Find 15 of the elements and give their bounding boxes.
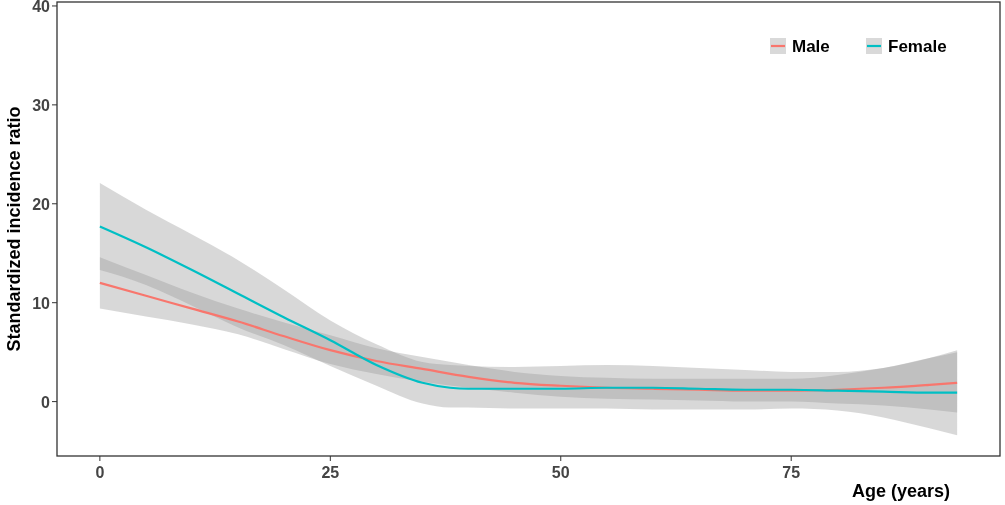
x-tick-label: 75 bbox=[782, 464, 801, 481]
y-tick-label: 20 bbox=[32, 195, 51, 213]
x-tick-label: 50 bbox=[551, 464, 570, 481]
x-tick-label: 0 bbox=[95, 464, 105, 481]
y-tick-label: 0 bbox=[41, 393, 51, 411]
line-series bbox=[98, 225, 959, 394]
y-tick-label: 10 bbox=[32, 294, 51, 312]
x-tick-label: 25 bbox=[321, 464, 340, 481]
x-axis-title: Age (years) bbox=[851, 481, 950, 501]
y-tick-label: 30 bbox=[32, 96, 51, 114]
legend-label: Male bbox=[792, 37, 830, 56]
line-series bbox=[98, 281, 959, 392]
y-axis-title: Standardized incidence ratio bbox=[4, 106, 24, 352]
y-tick-label: 40 bbox=[32, 0, 51, 15]
legend-label: Female bbox=[888, 37, 947, 56]
